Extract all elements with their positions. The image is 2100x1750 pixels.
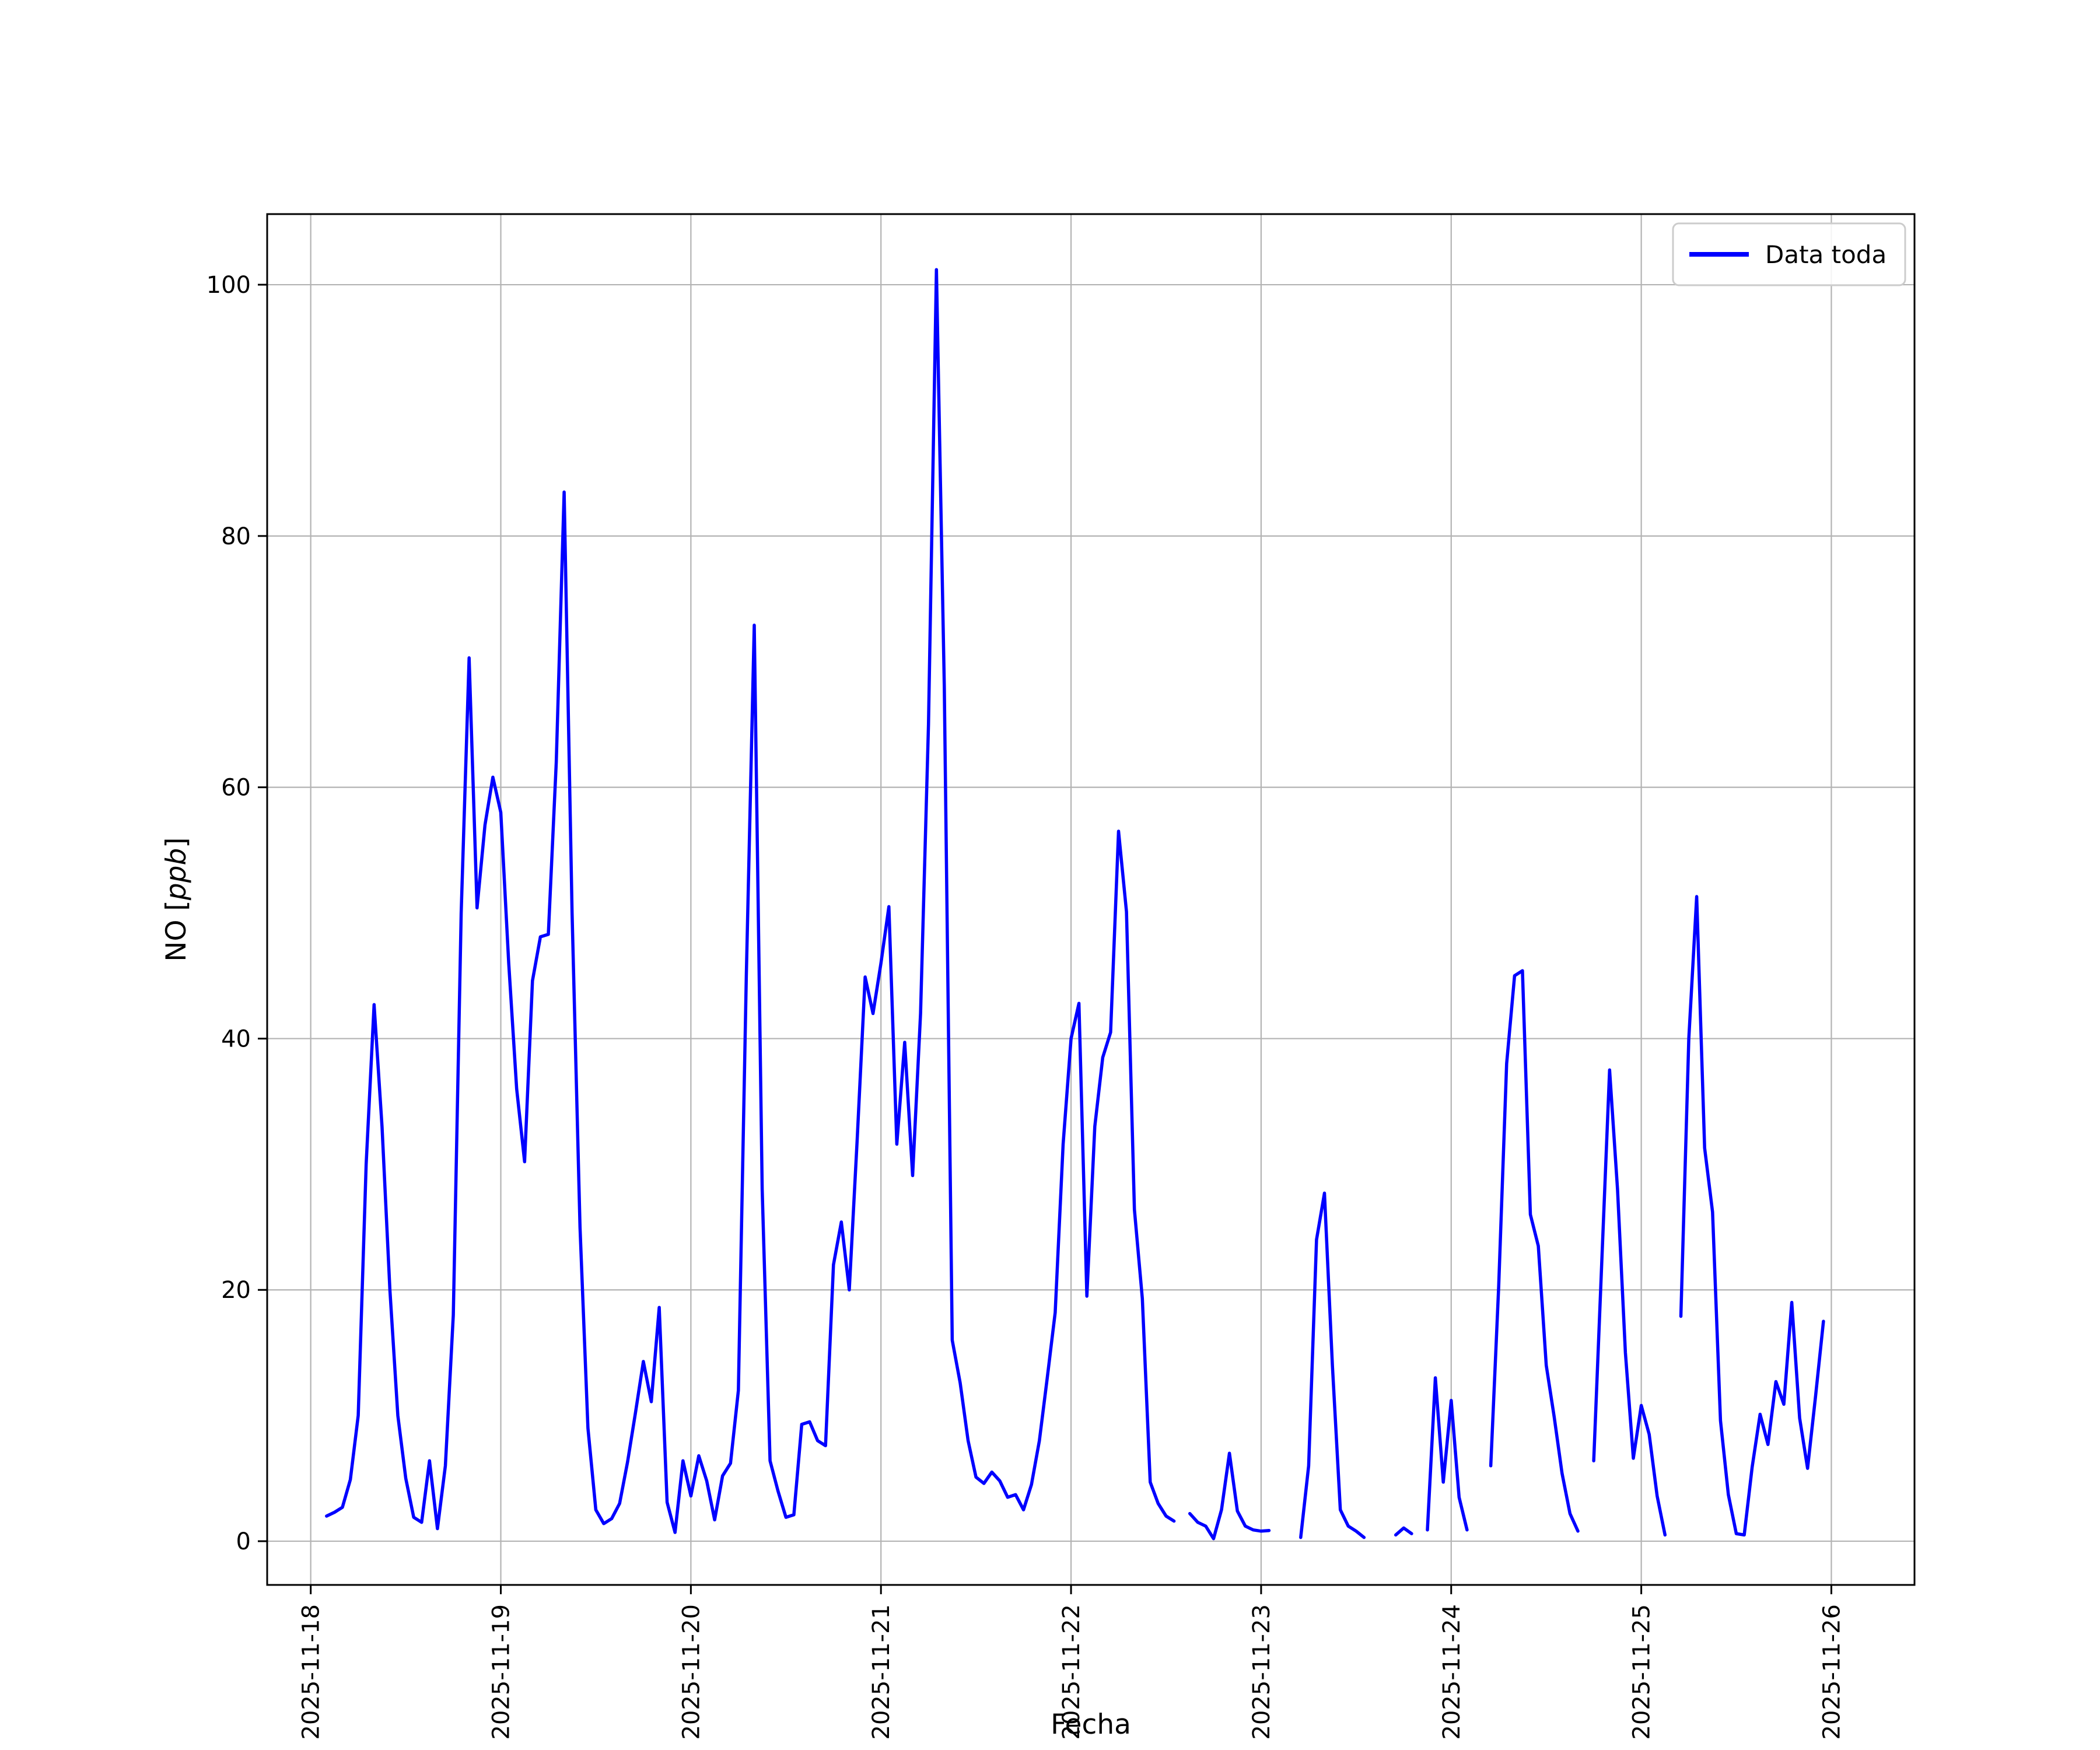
data-series-line [1592,1068,1667,1537]
plot-border [266,213,1916,1586]
data-series-line [1188,1451,1271,1541]
x-tick-label: 2025-11-21 [868,1604,895,1740]
x-tick-label: 2025-11-20 [678,1604,705,1740]
y-tick-label: 80 [221,523,251,550]
legend-box [1672,222,1906,286]
x-tick-label: 2025-11-26 [1818,1604,1845,1740]
x-tick-label: 2025-11-19 [488,1604,515,1740]
y-axis-label: NO [ppb] [160,837,192,961]
y-tick-label: 40 [221,1026,251,1052]
x-tick-label: 2025-11-24 [1438,1604,1465,1740]
data-series-line [1394,1526,1413,1537]
x-tick-label: 2025-11-18 [298,1604,325,1740]
y-tick-label: 100 [206,272,251,299]
x-axis-label: Fecha [1051,1709,1131,1741]
data-series-line [1299,1191,1366,1539]
y-tick-label: 60 [221,775,251,802]
data-series-line [1426,1376,1469,1532]
data-series-line [1679,895,1825,1537]
legend-label: Data toda [1765,240,1887,269]
x-tick-label: 2025-11-25 [1629,1604,1656,1740]
y-tick-label: 0 [236,1528,251,1555]
data-series-line [325,268,1176,1534]
x-tick-label: 2025-11-23 [1248,1604,1275,1740]
y-tick-label: 20 [221,1277,251,1304]
x-tick-label: 2025-11-22 [1058,1604,1085,1740]
data-series-line [1489,969,1580,1533]
